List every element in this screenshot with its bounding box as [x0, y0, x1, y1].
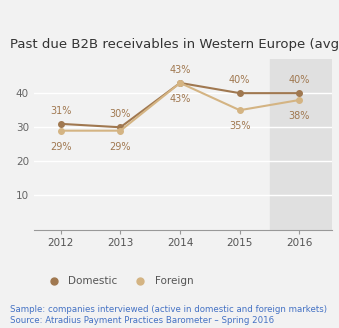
Text: 35%: 35%	[229, 121, 251, 131]
Text: 38%: 38%	[289, 111, 310, 121]
Line: Foreign: Foreign	[58, 80, 302, 133]
Domestic	[297, 91, 301, 95]
Domestic	[59, 122, 63, 126]
Foreign	[297, 98, 301, 102]
Foreign	[178, 81, 182, 85]
Domestic	[118, 125, 122, 129]
Text: Sample: companies interviewed (active in domestic and foreign markets)
Source: A: Sample: companies interviewed (active in…	[10, 305, 327, 325]
Foreign	[118, 129, 122, 133]
Text: Past due B2B receivables in Western Europe (avg. %): Past due B2B receivables in Western Euro…	[10, 38, 339, 51]
Text: 40%: 40%	[289, 75, 310, 85]
Bar	[270, 59, 332, 230]
Line: Domestic: Domestic	[58, 80, 302, 130]
Text: 43%: 43%	[170, 65, 191, 74]
Foreign	[238, 108, 242, 112]
Foreign	[59, 129, 63, 133]
Text: 30%: 30%	[110, 109, 131, 119]
Text: 31%: 31%	[50, 106, 72, 115]
Legend: Domestic, Foreign: Domestic, Foreign	[39, 272, 198, 291]
Text: 40%: 40%	[229, 75, 251, 85]
Domestic	[238, 91, 242, 95]
Text: 29%: 29%	[109, 142, 131, 152]
Text: 29%: 29%	[50, 142, 72, 152]
Text: 43%: 43%	[170, 94, 191, 104]
Domestic	[178, 81, 182, 85]
